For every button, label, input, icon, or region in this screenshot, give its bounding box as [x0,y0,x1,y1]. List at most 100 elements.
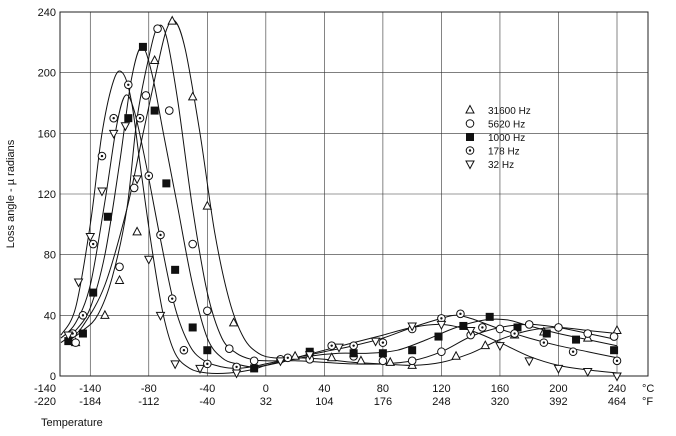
x-tick-label-c: 120 [432,383,450,395]
y-tick-label: 160 [38,128,56,140]
data-point-triangle-down [524,357,535,367]
data-point-triangle-down [495,342,505,352]
data-point-circle [188,239,197,249]
data-point-circle [554,323,563,332]
data-point-triangle-down [582,367,593,378]
data-point-circle-dot [539,338,549,347]
data-point-triangle-down [370,337,381,347]
data-point-triangle-up [385,356,396,366]
y-tick-label: 120 [38,189,56,201]
x-tick-label-c: 200 [549,383,567,395]
data-point-square [162,179,171,188]
data-point-triangle-up [167,15,178,25]
legend: 31600 Hz 5620 Hz 1000 Hz 178 Hz 32 Hz [465,104,531,171]
data-point-circle-dot [612,356,622,366]
unit-celsius: °C [642,383,654,395]
legend-marker-triangle-up [465,104,475,114]
y-tick-label: 40 [44,310,56,322]
data-point-circle-dot [378,338,388,347]
data-point-circle-dot [78,311,88,320]
x-tick-label-c: 0 [263,383,269,395]
data-point-triangle-up [451,350,461,360]
y-tick-labels: 0 40 80 120 160 200 240 [38,7,56,383]
data-point-triangle-down [120,122,131,132]
legend-marker-square [466,133,474,141]
data-point-square [459,321,468,330]
data-point-triangle-down [304,351,315,361]
data-point-square [150,106,159,115]
y-tick-label: 240 [38,7,56,19]
data-point-circle-dot [510,329,519,338]
legend-label: 31600 Hz [488,106,531,117]
legend-label: 178 Hz [488,147,520,158]
data-point-circle-dot [109,113,118,123]
data-point-circle-dot [144,171,154,181]
data-point-triangle-up [480,340,491,350]
data-point-square [171,265,180,274]
data-point-square [378,349,387,358]
data-point-circle-dot [349,341,358,350]
plot-frame [59,11,649,377]
x-tick-label-f: 392 [549,396,567,408]
data-point-square [572,335,581,344]
x-tick-label-c: -140 [79,383,101,395]
x-tick-label-f: -220 [34,396,56,408]
x-tick-label-f: 464 [608,396,626,408]
data-point-circle [164,106,174,115]
data-point-triangle-down [407,322,417,332]
data-point-circle [407,356,417,366]
x-tick-label-c: -80 [141,383,157,395]
data-point-circle-dot [156,230,165,240]
data-point-triangle-down [143,255,154,265]
legend-label: 1000 Hz [488,133,525,144]
data-point-triangle-up [114,274,125,284]
data-point-circle [609,332,619,341]
data-point-circle [249,356,259,366]
series-line-3 [60,94,618,369]
data-point-triangle-up [100,309,110,319]
data-point-circle [153,24,162,33]
data-point-square [124,114,133,123]
x-tick-label-c: -140 [34,383,56,395]
legend-label: 32 Hz [488,160,514,171]
x-tick-label-c: 80 [377,383,389,395]
legend-marker-circle [465,119,475,128]
x-tick-label-f: -112 [138,396,159,408]
data-point-circle-dot [124,80,133,90]
data-point-circle [524,320,534,329]
y-tick-label: 0 [50,371,56,383]
x-tick-labels: -140-220-140-184-80-112-40-4003240104801… [34,383,626,408]
data-point-triangle-up [132,226,142,236]
data-point-circle [129,183,139,193]
data-point-triangle-down [553,364,564,374]
data-point-triangle-down [97,187,107,197]
data-point-circle [495,324,505,334]
data-point-square [408,346,417,355]
x-tick-label-f: 320 [491,396,509,408]
data-point-triangle-up [202,200,213,210]
data-point-triangle-down [231,369,242,379]
series-markers [63,15,622,382]
data-point-circle-dot [97,151,107,161]
data-point-triangle-down [612,372,622,382]
data-point-square [610,346,619,355]
data-point-square [434,332,443,341]
data-point-triangle-down [73,278,84,288]
data-point-triangle-down [132,175,142,185]
data-point-triangle-up [290,350,300,360]
data-point-circle-dot [135,113,145,123]
data-point-triangle-down [63,331,74,341]
data-point-square [203,346,212,355]
data-point-circle-dot [283,353,293,363]
data-point-circle-dot [327,341,336,350]
data-point-square [250,364,259,373]
data-point-triangle-down [334,343,344,353]
data-point-triangle-down [85,232,96,243]
x-tick-label-c: -40 [199,383,215,395]
x-tick-label-f: 104 [315,396,333,408]
data-point-circle-dot [478,323,487,332]
data-point-circle-dot [179,345,189,355]
data-point-square [78,329,87,338]
data-point-circle [224,344,234,354]
